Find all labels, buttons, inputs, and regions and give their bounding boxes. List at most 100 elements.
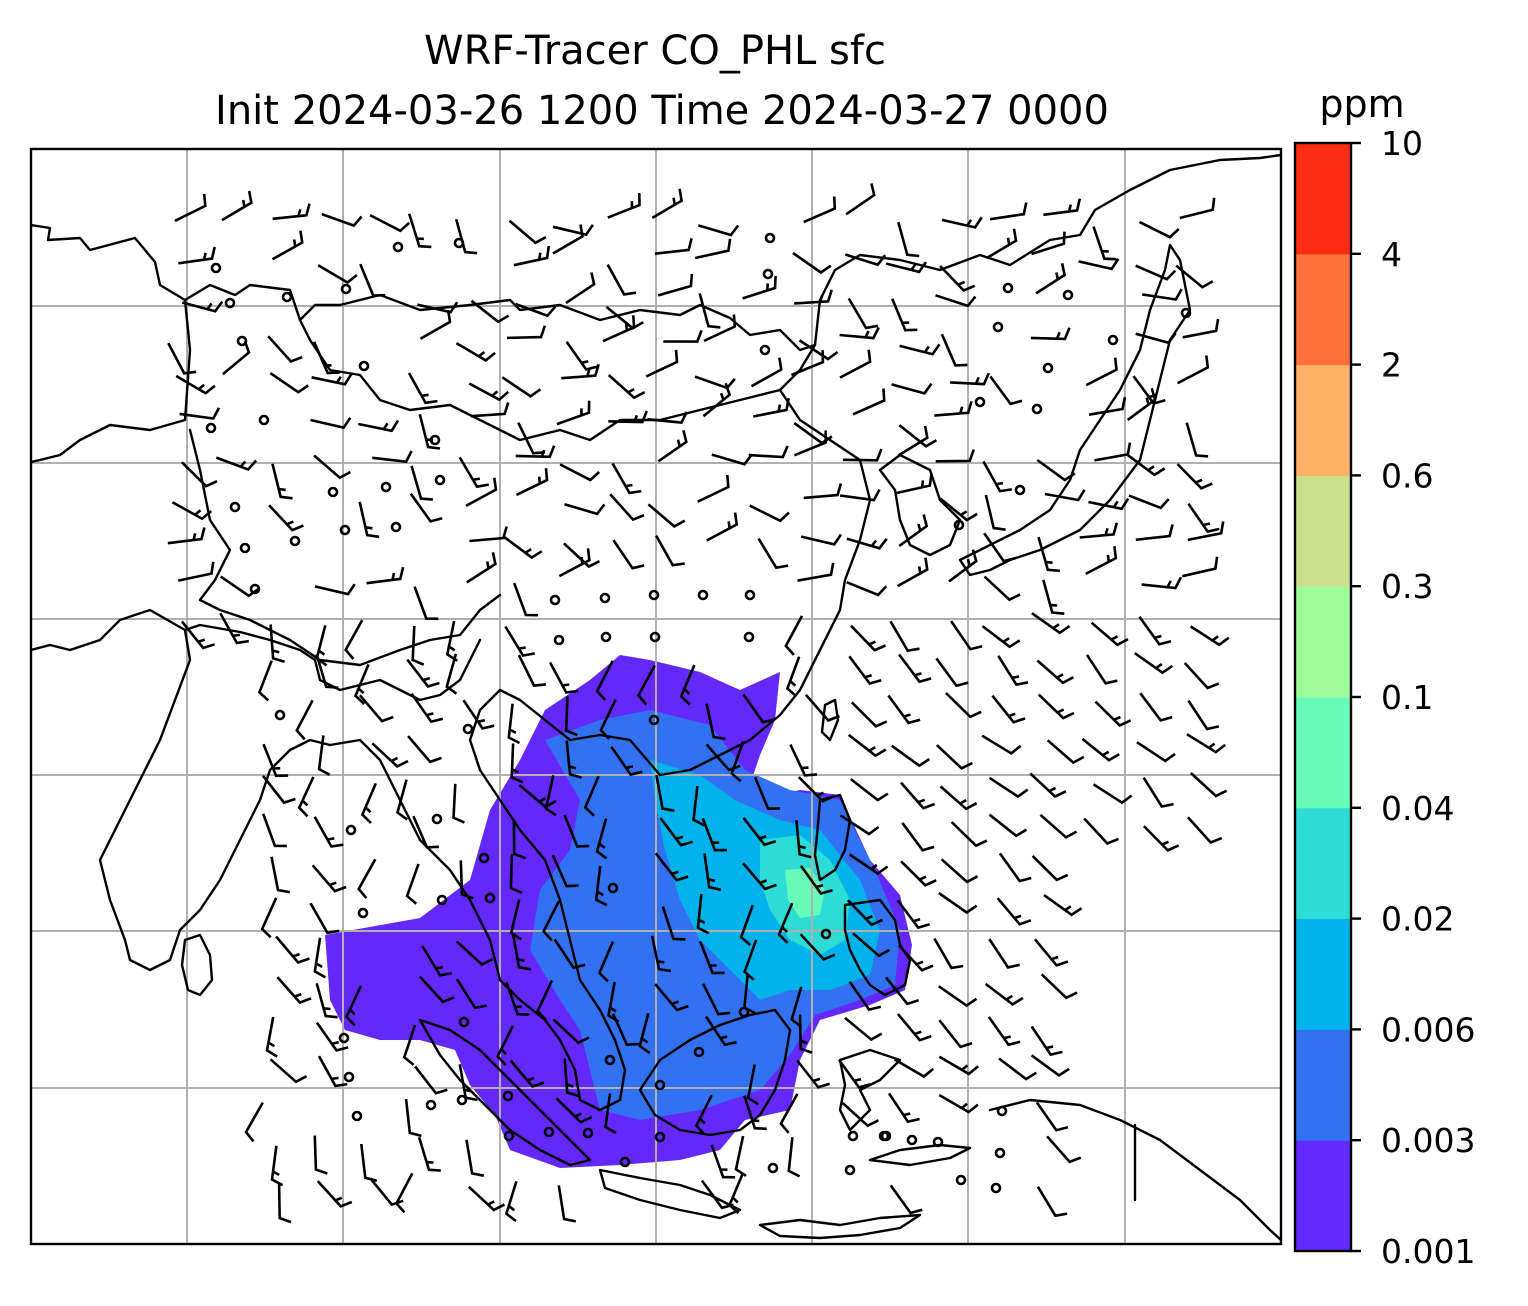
wind-barb bbox=[654, 852, 689, 882]
wind-barb bbox=[739, 904, 755, 946]
wind-barb bbox=[939, 265, 976, 293]
wind-barb bbox=[595, 660, 614, 701]
calm-wind-marker bbox=[953, 519, 965, 531]
wind-barb bbox=[752, 397, 790, 418]
wind-barb bbox=[750, 357, 783, 388]
wind-barb bbox=[711, 453, 753, 466]
wind-barb bbox=[1043, 894, 1083, 917]
calm-wind-marker bbox=[205, 422, 217, 434]
wind-barb bbox=[317, 264, 358, 285]
wind-barb bbox=[174, 193, 207, 223]
wind-barb bbox=[697, 474, 730, 503]
calm-wind-marker bbox=[210, 262, 222, 274]
wind-barb bbox=[846, 537, 888, 550]
wind-barb bbox=[558, 548, 591, 578]
wind-barb bbox=[1092, 226, 1117, 261]
colorbar-segment bbox=[1295, 364, 1351, 476]
wind-barb bbox=[893, 1058, 935, 1079]
wind-barb bbox=[694, 1094, 713, 1136]
wind-barb bbox=[896, 899, 931, 930]
wind-barb bbox=[410, 693, 444, 724]
coastline-new-guinea bbox=[988, 1098, 1281, 1242]
wind-barb bbox=[842, 448, 883, 462]
wind-barb bbox=[742, 693, 776, 724]
wind-barb bbox=[654, 983, 689, 1012]
wind-barb bbox=[607, 193, 641, 219]
wind-barb bbox=[407, 372, 438, 405]
wind-barb bbox=[949, 372, 990, 386]
wind-barb bbox=[1186, 816, 1223, 845]
wind-barb bbox=[1138, 220, 1180, 239]
wind-barb bbox=[987, 1016, 1021, 1047]
wind-barb bbox=[945, 692, 982, 719]
calm-wind-marker bbox=[339, 524, 351, 536]
wind-barb bbox=[638, 1012, 651, 1055]
calm-wind-marker bbox=[990, 1182, 1002, 1194]
calm-wind-marker bbox=[599, 592, 611, 604]
wind-barb bbox=[276, 976, 312, 1005]
wind-barb bbox=[1142, 777, 1174, 808]
wind-barb bbox=[559, 463, 601, 482]
wind-barb bbox=[663, 329, 703, 343]
wind-barb bbox=[357, 858, 377, 900]
wind-barb bbox=[604, 1093, 617, 1135]
calm-wind-marker bbox=[502, 1090, 514, 1102]
wind-barb bbox=[703, 314, 737, 343]
wind-barb bbox=[358, 501, 380, 539]
map-panel bbox=[29, 147, 1283, 1246]
wind-barb bbox=[419, 975, 455, 1004]
wind-barb bbox=[991, 694, 1026, 724]
wind-barb bbox=[935, 744, 973, 770]
wind-barb bbox=[647, 503, 686, 528]
wind-barb bbox=[698, 940, 725, 975]
wind-barb bbox=[996, 897, 1032, 926]
wind-barb bbox=[509, 854, 523, 895]
wind-barb bbox=[595, 818, 608, 860]
wind-barb bbox=[1029, 772, 1067, 799]
wind-barbs bbox=[167, 183, 1230, 1224]
wind-barb bbox=[1183, 662, 1220, 690]
wind-barb bbox=[414, 1065, 448, 1095]
wind-barb bbox=[344, 985, 363, 1027]
calm-wind-marker bbox=[351, 1110, 363, 1122]
wind-barb bbox=[705, 703, 726, 741]
coastline-timor bbox=[868, 1143, 972, 1167]
wind-barb bbox=[651, 188, 684, 220]
wind-barb bbox=[889, 620, 920, 653]
wind-barb bbox=[1090, 621, 1129, 647]
wind-barb bbox=[1035, 1101, 1069, 1132]
calm-wind-marker bbox=[484, 892, 496, 904]
wind-barb bbox=[1176, 463, 1213, 490]
wind-barb bbox=[785, 656, 801, 698]
wind-barb bbox=[369, 1177, 404, 1207]
wind-barb bbox=[1133, 652, 1174, 675]
wind-barb bbox=[1078, 258, 1120, 271]
calm-wind-marker bbox=[762, 268, 774, 280]
wind-barb bbox=[413, 586, 439, 621]
wind-barb bbox=[1139, 692, 1173, 722]
colorbar-tick-label: 0.3 bbox=[1381, 567, 1433, 606]
wind-barb bbox=[1036, 1186, 1068, 1218]
calm-wind-marker bbox=[274, 709, 286, 721]
wind-barb bbox=[507, 703, 521, 745]
wind-barb bbox=[277, 1184, 292, 1224]
colorbar-tick-label: 0.02 bbox=[1381, 900, 1454, 939]
wind-barb bbox=[565, 740, 582, 779]
calm-wind-marker bbox=[289, 535, 301, 547]
wind-barb bbox=[850, 701, 888, 728]
wind-barb bbox=[798, 1014, 813, 1054]
wind-barb bbox=[552, 1018, 590, 1045]
wind-barb bbox=[563, 1058, 580, 1098]
wind-barb bbox=[850, 624, 887, 652]
calm-wind-marker bbox=[844, 1164, 856, 1176]
calm-wind-marker bbox=[693, 1046, 705, 1058]
wind-barb bbox=[221, 340, 251, 376]
calm-wind-marker bbox=[431, 813, 443, 825]
wind-barb bbox=[937, 985, 978, 1008]
wind-barb bbox=[459, 860, 474, 900]
wind-barb bbox=[1079, 522, 1119, 539]
calm-wind-marker bbox=[425, 1099, 437, 1111]
calm-wind-marker bbox=[543, 1126, 555, 1138]
wind-barb bbox=[412, 815, 439, 849]
wind-barb bbox=[221, 190, 253, 222]
